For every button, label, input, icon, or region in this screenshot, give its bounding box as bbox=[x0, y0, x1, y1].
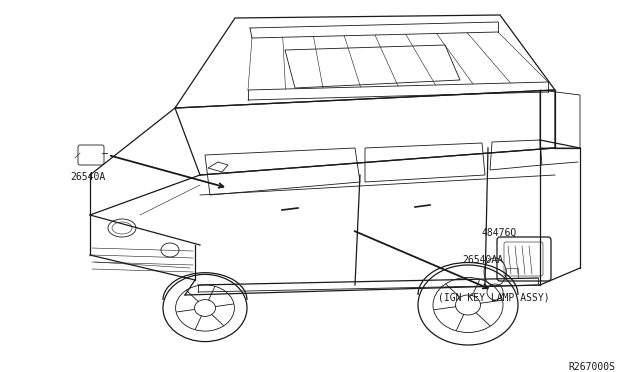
Text: 26540A: 26540A bbox=[70, 172, 105, 182]
Text: 48476Q: 48476Q bbox=[482, 228, 517, 238]
Text: (IGN KEY LAMP ASSY): (IGN KEY LAMP ASSY) bbox=[438, 293, 550, 303]
Text: R267000S: R267000S bbox=[568, 362, 615, 372]
Text: 26540AA: 26540AA bbox=[462, 255, 503, 265]
